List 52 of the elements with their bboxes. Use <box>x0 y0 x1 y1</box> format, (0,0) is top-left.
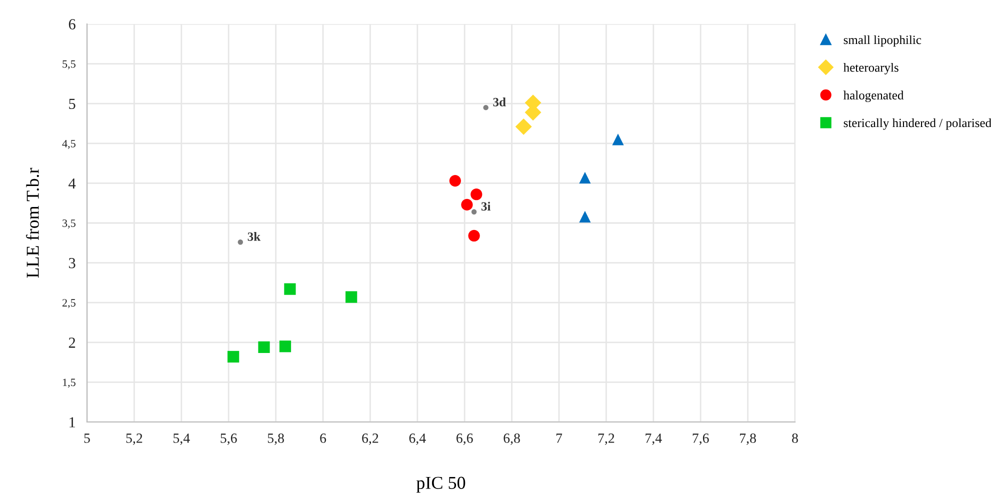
legend-label: heteroaryls <box>843 62 898 74</box>
x-tick-label: 6 <box>320 434 326 443</box>
x-tick-label: 8 <box>792 434 798 443</box>
point <box>515 118 532 135</box>
y-tick-label: 2,5 <box>62 299 76 308</box>
point <box>470 188 482 200</box>
x-tick-label: 6,6 <box>456 434 473 445</box>
point <box>346 291 358 303</box>
point <box>483 104 488 110</box>
point <box>258 341 270 353</box>
y-tick-label: 3 <box>68 258 76 268</box>
point <box>449 175 461 187</box>
point <box>279 340 292 352</box>
x-tick-label: 5,8 <box>268 434 284 445</box>
y-tick-label: 6 <box>68 19 76 30</box>
point <box>461 198 473 210</box>
y-tick-label: 5 <box>69 98 76 110</box>
y-tick-label: 2 <box>68 338 76 348</box>
y-tick-label: 4 <box>68 178 76 188</box>
legend-label: sterically hindered / polarised <box>844 118 991 130</box>
legend-label: halogenated <box>843 90 904 102</box>
point <box>238 240 243 245</box>
x-tick-label: 7 <box>556 434 562 443</box>
y-axis-title: LLE from T.b.r <box>26 168 39 278</box>
x-tick-label: 7,6 <box>692 434 709 445</box>
point <box>579 210 591 222</box>
x-axis-title: pIC 50 <box>416 476 466 493</box>
x-tick-label: 5,6 <box>220 434 237 445</box>
y-tick-label: 1,5 <box>62 378 76 388</box>
point <box>284 283 296 295</box>
x-tick-label: 6,4 <box>409 434 426 445</box>
y-tick-label: 1 <box>70 417 75 428</box>
point <box>612 134 624 146</box>
y-tick-label: 4,5 <box>62 140 76 149</box>
point <box>471 209 477 214</box>
point <box>468 230 480 242</box>
point <box>228 350 240 363</box>
x-tick-label: 7,2 <box>598 434 614 445</box>
annotation: 3d <box>493 98 506 106</box>
x-tick-label: 7,8 <box>740 434 756 445</box>
x-tick-label: 5,2 <box>126 434 142 445</box>
x-tick-label: 6,8 <box>504 434 520 445</box>
y-tick-label: 3,5 <box>62 219 76 229</box>
annotation: 3i <box>481 202 491 211</box>
legend-label: small lipophilic <box>844 35 922 47</box>
x-tick-label: 7,4 <box>646 434 662 445</box>
y-tick-label: 5,5 <box>62 60 76 70</box>
x-tick-label: 5 <box>84 434 90 443</box>
annotation: 3k <box>248 232 261 241</box>
x-tick-label: 6,2 <box>362 434 378 445</box>
point <box>579 172 591 184</box>
x-tick-label: 5,4 <box>174 434 190 445</box>
